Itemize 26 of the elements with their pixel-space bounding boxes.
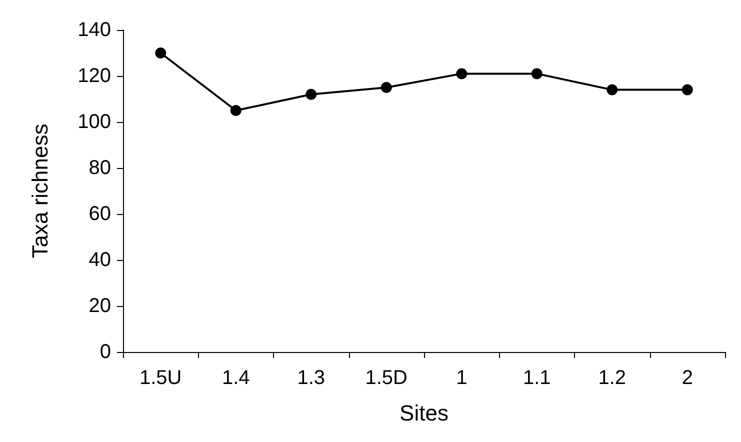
x-tick-label: 1.1 bbox=[522, 367, 551, 389]
y-tick-label: 40 bbox=[88, 249, 111, 271]
point bbox=[230, 105, 242, 116]
point bbox=[306, 88, 317, 100]
point bbox=[155, 48, 166, 58]
point bbox=[606, 84, 618, 96]
y-tick-label: 80 bbox=[88, 157, 111, 179]
x-tick-label: 1.5U bbox=[140, 367, 182, 389]
point bbox=[682, 84, 693, 96]
x-tick-label: 1.3 bbox=[297, 367, 326, 389]
point bbox=[531, 68, 542, 80]
y-tick-label: 60 bbox=[88, 203, 111, 225]
y-tick-label: 120 bbox=[78, 65, 111, 87]
y-tick-label: 140 bbox=[78, 19, 111, 41]
x-axis-title: Sites bbox=[400, 400, 448, 426]
y-axis-title: Taxa richness bbox=[28, 124, 52, 258]
x-tick-label: 1.5D bbox=[365, 367, 408, 389]
y-tick-label: 100 bbox=[78, 111, 111, 133]
x-tick-label: 2 bbox=[682, 367, 693, 389]
y-tick-label: 0 bbox=[100, 341, 111, 363]
x-tick-label: 1 bbox=[456, 367, 468, 389]
point bbox=[456, 68, 468, 80]
y-tick-label: 20 bbox=[88, 295, 111, 317]
x-tick-label: 1.4 bbox=[222, 367, 250, 389]
x-tick-label: 1.2 bbox=[598, 367, 626, 389]
point bbox=[380, 82, 392, 93]
